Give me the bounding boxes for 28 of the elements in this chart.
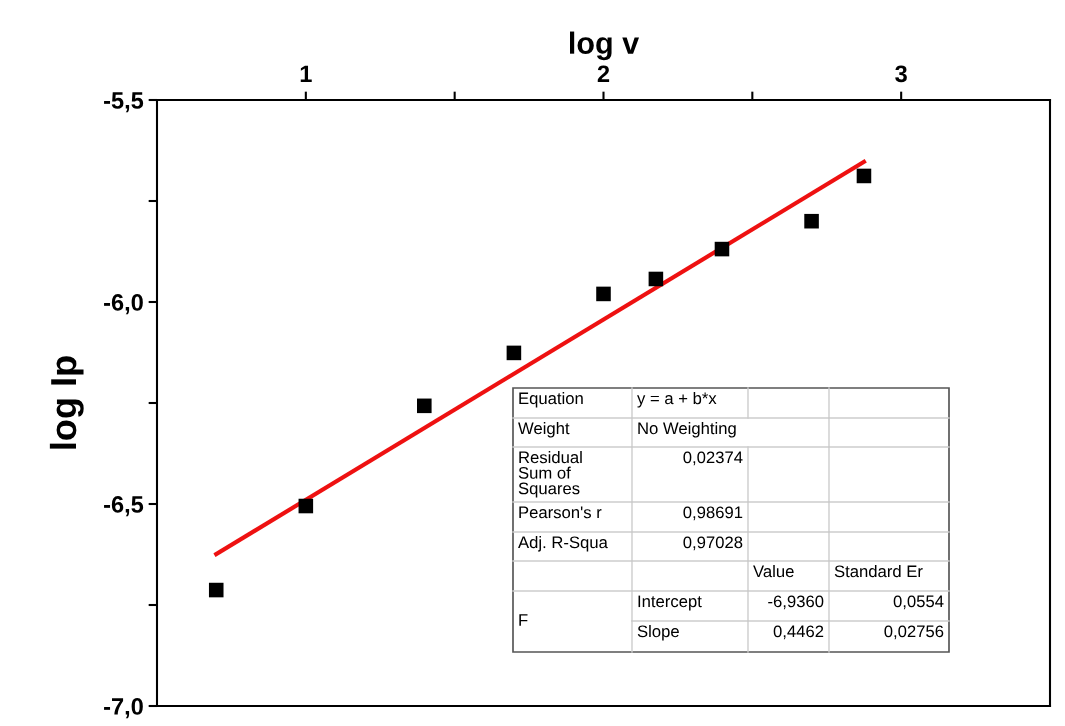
x-tick-label: 1 [300, 65, 312, 82]
y-axis-title: log Ip [49, 356, 84, 449]
annotation: 0,0554 [893, 595, 944, 610]
annotation: 0,98691 [683, 506, 743, 521]
annotation: 0,02374 [683, 451, 743, 466]
annotation: No Weighting [638, 422, 736, 438]
annotation: -6,9360 [768, 595, 824, 610]
x-tick-label: 2 [597, 65, 610, 82]
annotation: Standard Er [834, 565, 923, 578]
annotation: Slope [637, 625, 679, 641]
annotation: 0,02756 [884, 625, 944, 640]
y-tick-label: -6,5 [104, 496, 144, 517]
y-tick-label: -5,5 [104, 92, 144, 113]
annotation: Weight [518, 422, 570, 438]
x-axis-title: log v [569, 31, 640, 61]
annotation: Pearson's r [519, 506, 602, 519]
y-tick-label: -7,0 [104, 698, 143, 719]
annotation: Value [753, 565, 794, 578]
annotation: Residual Sum of Squares [518, 451, 582, 498]
annotation: Intercept [638, 595, 702, 611]
annotation: 0,4462 [773, 625, 824, 640]
annotation: Equation [519, 392, 583, 408]
annotation: 0,97028 [683, 536, 743, 551]
annotation: Adj. R-Squa [518, 536, 608, 552]
annotation: y = a + b*x [637, 392, 717, 408]
x-tick-label: 3 [895, 65, 907, 83]
y-tick-label: -6,0 [104, 294, 143, 315]
annotation: F [519, 614, 528, 626]
